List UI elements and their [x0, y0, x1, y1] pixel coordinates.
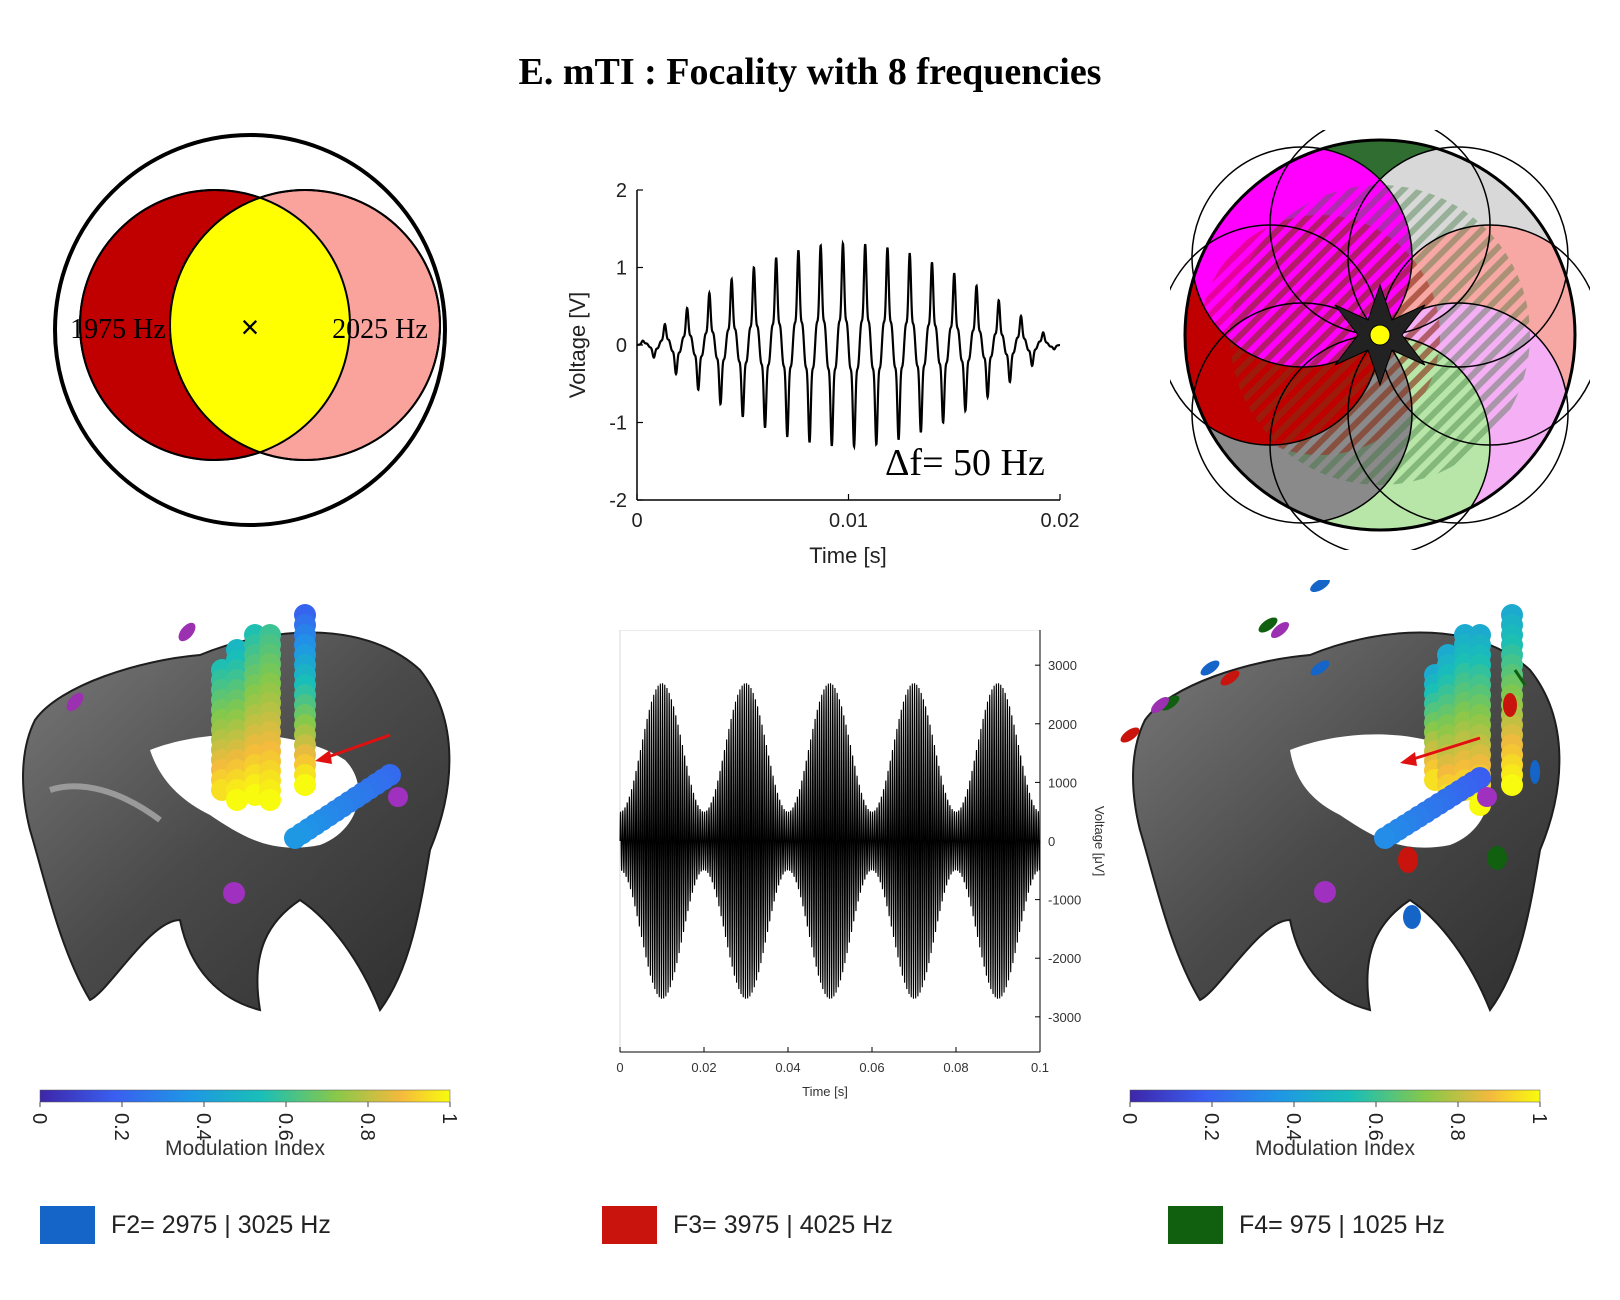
legend-label-f4: F4= 975 | 1025 Hz: [1239, 1210, 1445, 1239]
legend-item-f4: F4= 975 | 1025 Hz: [1168, 1205, 1445, 1245]
colorbar-tick-label: 0.2: [1200, 1113, 1222, 1141]
beat-ytick-label: 2: [616, 180, 627, 202]
outer-boundary-circle: [1183, 138, 1577, 532]
legend-swatch-f2: [40, 1206, 95, 1244]
colorbar-tick-label: 0.2: [110, 1113, 132, 1141]
brain-render-right: [1120, 580, 1561, 1013]
colorbar-tick-label: 0: [30, 1113, 50, 1124]
mod-xtick-label: 0.1: [1031, 1060, 1049, 1075]
mod-ytick-label: 3000: [1048, 658, 1077, 673]
colorbar-label: Modulation Index: [165, 1137, 325, 1160]
beat-xtick-label: 0.02: [1041, 510, 1080, 532]
beat-ytick-label: -2: [609, 490, 627, 512]
colorbar-tick-label: 0.4: [192, 1113, 214, 1141]
colorbar-right: 0 0.2 0.4 0.6 0.8 1 Modulation Index: [1120, 1089, 1550, 1160]
beat-xtick-label: 0: [631, 510, 642, 532]
legend-swatch-f3: [602, 1206, 657, 1244]
electrode-contact: [226, 789, 248, 811]
mod-ytick-label: 0: [1048, 834, 1055, 849]
electrode-contact: [1501, 774, 1523, 796]
legend-swatch-f4: [1168, 1206, 1223, 1244]
colorbar-tick-label: 0.4: [1282, 1113, 1304, 1141]
colorbar-label: Modulation Index: [1255, 1137, 1415, 1160]
legend-item-f3: F3= 3975 | 4025 Hz: [602, 1205, 893, 1245]
legend-label-f3: F3= 3975 | 4025 Hz: [673, 1210, 893, 1239]
electrode-contact: [294, 774, 316, 796]
venn-center-mark: ×: [241, 309, 260, 345]
colorbar-tick-label: 0.6: [274, 1113, 296, 1141]
colorbar-tick-label: 0.8: [356, 1113, 378, 1141]
electrode-contact: [1374, 827, 1396, 849]
mod-ytick-label: -3000: [1048, 1010, 1081, 1025]
beat-ytick-label: -1: [609, 413, 627, 435]
mod-ytick-label: -2000: [1048, 951, 1081, 966]
venn-right-label: 2025 Hz: [332, 314, 428, 345]
mod-xtick-label: 0.04: [775, 1060, 800, 1075]
skull-surface: [1132, 631, 1561, 1013]
electrode-contact: [259, 789, 281, 811]
modulated-ylabel: Voltage [μV]: [1092, 806, 1107, 876]
colorbar-tick-label: 1: [1528, 1113, 1550, 1124]
beat-waveform-series: [636, 239, 1061, 451]
beat-xlabel: Time [s]: [809, 543, 886, 568]
colorbar-left: 0 0.2 0.4 0.6 0.8 1 Modulation Index: [30, 1089, 460, 1160]
eight-frequency-overlap-diagram: [1170, 130, 1590, 550]
colorbar-gradient: [1129, 1089, 1541, 1103]
figure-title: E. mTI : Focality with 8 frequencies: [518, 51, 1102, 93]
legend-label-f2: F2= 2975 | 3025 Hz: [111, 1210, 331, 1239]
colorbar-tick-label: 0: [1120, 1113, 1140, 1124]
mod-ytick-label: -1000: [1048, 893, 1081, 908]
venn-left-label: 1975 Hz: [70, 314, 166, 345]
electrode-contact: [284, 827, 306, 849]
colorbar-tick-label: 0.8: [1446, 1113, 1468, 1141]
beat-ylabel: Voltage [V]: [565, 292, 590, 398]
colorbar-tick-label: 0.6: [1364, 1113, 1386, 1141]
modulated-waveform-series: [619, 683, 1041, 999]
venn-overlap: [170, 190, 350, 460]
focal-point-marker: [1369, 324, 1391, 346]
mod-xtick-label: 0: [616, 1060, 623, 1075]
beat-ytick-label: 1: [616, 258, 627, 280]
mod-xtick-label: 0.02: [691, 1060, 716, 1075]
beat-waveform-plot: 2 1 0 -1 -2 0 0.01 0.02 Δf= 50 Hz Time [s] Vol…: [565, 180, 1080, 568]
delta-f-annotation: Δf= 50 Hz: [885, 442, 1045, 484]
legend-item-f2: F2= 2975 | 3025 Hz: [40, 1205, 331, 1245]
mod-ytick-label: 2000: [1048, 717, 1077, 732]
two-frequency-venn-diagram: 1975 Hz 2025 Hz ×: [53, 133, 447, 527]
mod-xtick-label: 0.08: [943, 1060, 968, 1075]
venn-outer-boundary: [53, 133, 447, 527]
beat-xtick-label: 0.01: [829, 510, 868, 532]
mod-xtick-label: 0.06: [859, 1060, 884, 1075]
colorbar-gradient: [39, 1089, 451, 1103]
colorbar-tick-label: 1: [438, 1113, 460, 1124]
modulated-waveform-plot: 3000 2000 1000 0 -1000 -2000 -3000 0 0.02 0.04 0.…: [616, 630, 1107, 1099]
brain-render-left: [22, 604, 451, 1013]
modulated-xlabel: Time [s]: [802, 1084, 848, 1099]
mod-ytick-label: 1000: [1048, 775, 1077, 790]
beat-ytick-label: 0: [616, 335, 627, 357]
